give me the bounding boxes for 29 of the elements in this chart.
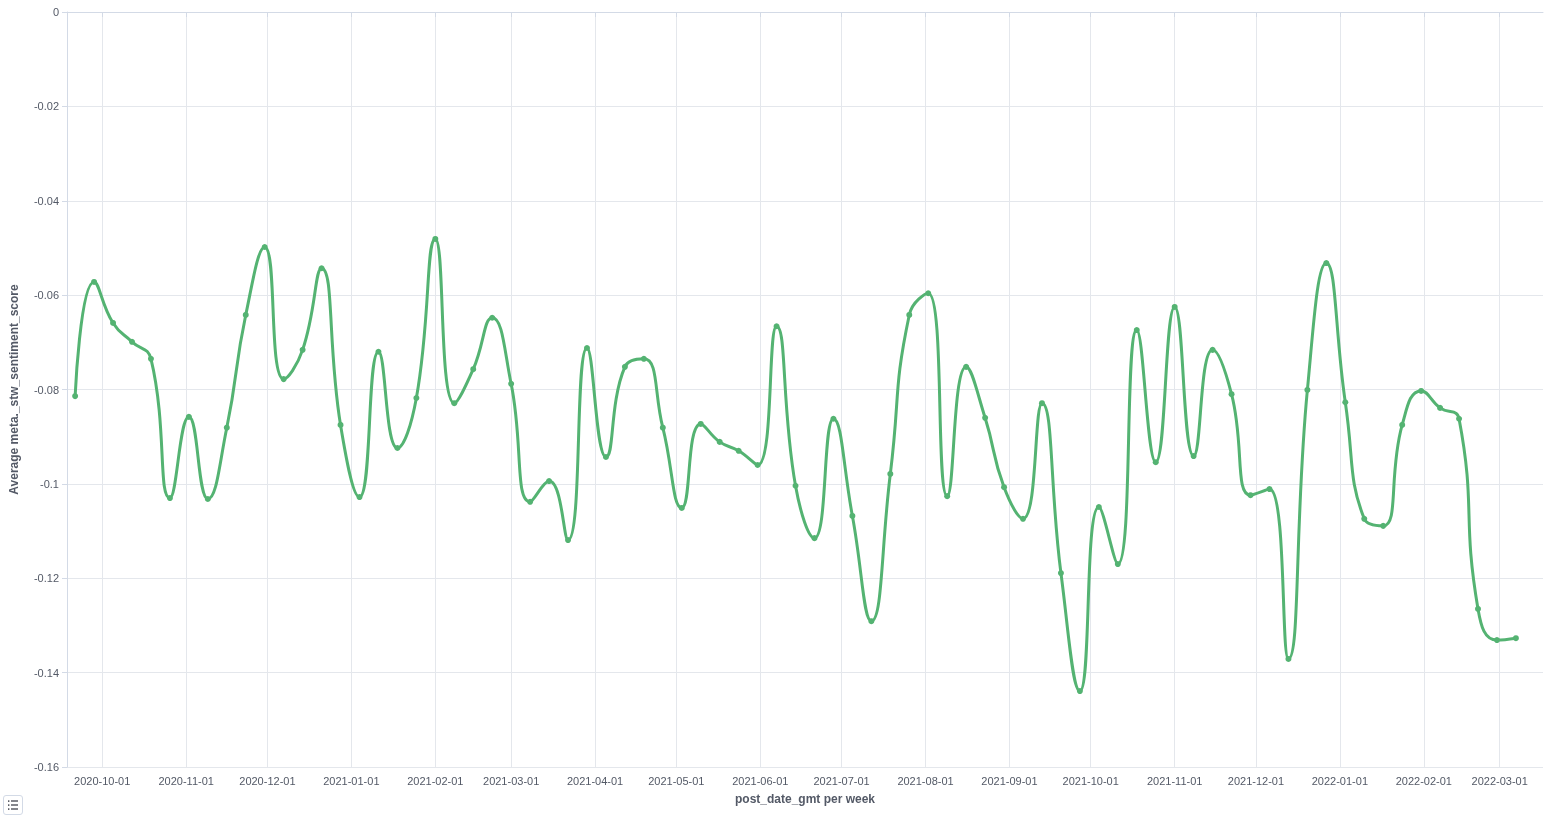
x-tick-label: 2021-10-01 (1062, 774, 1119, 787)
x-tick-label: 2021-04-01 (566, 774, 624, 787)
x-tick-label: 2021-05-01 (648, 774, 705, 787)
x-tick-label: 2021-01-01 (323, 774, 380, 787)
y-tick-label: 0 (52, 6, 59, 18)
y-tick-label: -0.12 (33, 572, 59, 585)
x-tick-label: 2021-03-01 (483, 774, 540, 787)
x-tick-label: 2021-11-01 (1146, 774, 1203, 787)
x-tick-label: 2022-02-01 (1395, 774, 1452, 787)
x-tick-label: 2021-07-01 (813, 774, 870, 787)
x-tick-label: 2021-09-01 (981, 774, 1038, 787)
x-axis-title: post_date_gmt per week (734, 792, 876, 806)
x-tick-label: 2021-12-01 (1227, 774, 1285, 787)
y-tick-label: -0.1 (40, 477, 59, 490)
x-tick-label: 2021-02-01 (407, 774, 464, 787)
x-tick-label: 2022-01-01 (1311, 774, 1369, 787)
y-tick-label: -0.06 (33, 289, 59, 302)
x-tick-label: 2021-08-01 (897, 774, 954, 787)
x-tick-label: 2020-10-01 (74, 774, 131, 787)
x-tick-label: 2020-11-01 (158, 774, 214, 787)
x-tick-label: 2021-06-01 (732, 774, 789, 787)
y-tick-label: -0.08 (33, 383, 59, 396)
x-tick-label: 2020-12-01 (239, 774, 296, 787)
y-tick-label: -0.02 (33, 100, 59, 113)
y-axis-title: Average meta._stw_sentiment_score (7, 284, 21, 495)
y-tick-label: -0.14 (33, 666, 59, 679)
x-tick-label: 2022-03-01 (1471, 774, 1528, 787)
y-tick-label: -0.04 (33, 194, 59, 207)
y-tick-label: -0.16 (33, 761, 59, 773)
